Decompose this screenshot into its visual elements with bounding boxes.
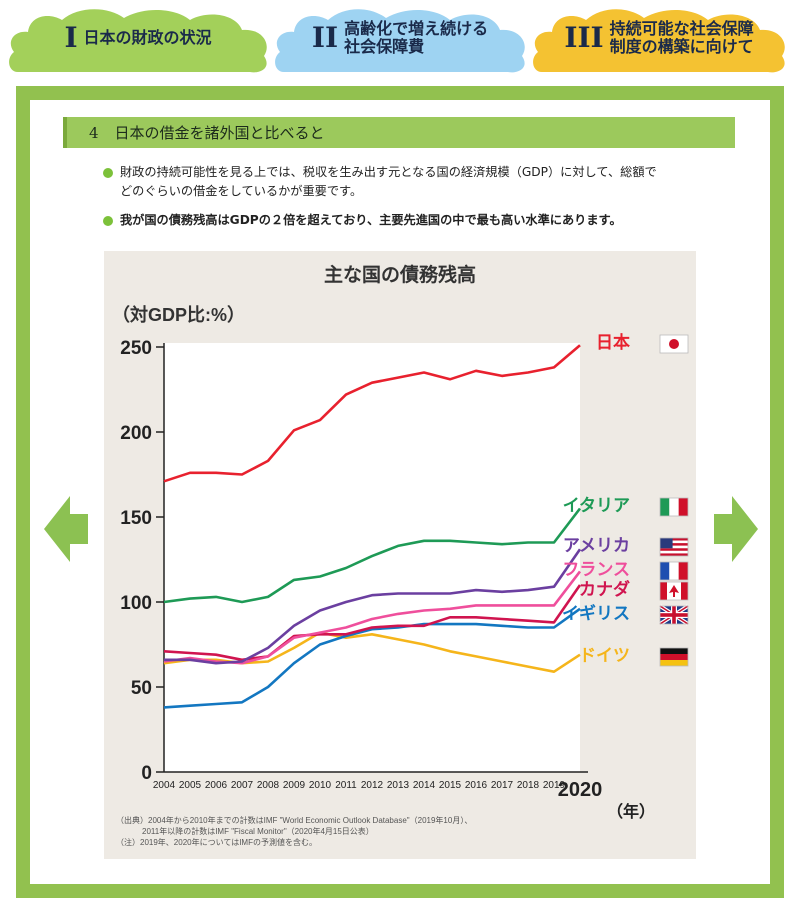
- y-tick-label: 250: [120, 338, 152, 359]
- x-tick-label: 2013: [387, 780, 410, 791]
- x-tick-label: 2007: [231, 780, 254, 791]
- bullet-dot-icon: [103, 168, 113, 178]
- bullet-text: 財政の持続可能性を見る上では、税収を生み出す元となる国の経済規模（GDP）に対し…: [120, 165, 657, 198]
- x-tick-label: 2010: [309, 780, 332, 791]
- france-flag-icon: [659, 561, 689, 581]
- x-tick-label: 2004: [153, 780, 176, 791]
- chart-source-line: 2011年以降の計数はIMF "Fiscal Monitor"（2020年4月1…: [142, 826, 374, 836]
- x-tick-label: 2006: [205, 780, 228, 791]
- chart-title: 主な国の債務残高: [324, 263, 476, 286]
- y-tick-label: 150: [120, 508, 152, 529]
- bullet-text: 我が国の債務残高はGDPの２倍を超えており、主要先進国の中で最も高い水準にありま…: [120, 213, 622, 227]
- series-line: [164, 548, 582, 665]
- series-line: [163, 607, 581, 709]
- y-tick-label: 200: [120, 423, 152, 444]
- section-number: 4: [89, 123, 99, 142]
- section-header: 4 日本の借金を諸外国と比べると: [63, 117, 735, 148]
- legend-label: フランス: [562, 560, 630, 579]
- y-tick-label: 50: [131, 678, 152, 699]
- legend-label: カナダ: [579, 579, 630, 599]
- x-tick-label: 2014: [413, 780, 436, 791]
- legend-label: ドイツ: [579, 646, 630, 665]
- next-page-button[interactable]: [712, 496, 758, 566]
- japan-flag-icon: [659, 334, 689, 354]
- y-tick-label: 0: [141, 763, 152, 784]
- x-tick-label: 2017: [491, 780, 514, 791]
- tab-cloud-shape: [533, 9, 785, 73]
- y-tick-label: 100: [120, 593, 152, 614]
- tab-sustainable-system[interactable]: III 持続可能な社会保障 制度の構築に向けて: [528, 2, 790, 74]
- series-line: [163, 507, 582, 604]
- x-tick-label: 2012: [361, 780, 384, 791]
- prev-page-button[interactable]: [44, 496, 90, 566]
- tab-cloud-shape: [275, 9, 525, 73]
- x-tick-label: 2011: [335, 780, 357, 791]
- tab-numeral: III: [564, 21, 604, 54]
- series-line: [163, 344, 581, 483]
- bullet-dot-icon: [103, 216, 113, 226]
- y-axis-label: （対GDP比:%）: [112, 304, 245, 325]
- tab-cloud-shape: [9, 9, 267, 73]
- x-tick-label: 2020: [558, 779, 603, 801]
- tab-label: 持続可能な社会保障 制度の構築に向けて: [609, 19, 754, 56]
- arrow-right-icon: [714, 496, 758, 562]
- chart-source-line: （出典）2004年から2010年までの計数はIMF "World Economi…: [116, 815, 472, 825]
- x-tick-label: 2019: [543, 780, 566, 791]
- x-tick-label: 2009: [283, 780, 306, 791]
- section-title: 日本の借金を諸外国と比べると: [114, 124, 325, 142]
- x-axis-label: （年）: [607, 802, 655, 821]
- bullet-item: 財政の持続可能性を見る上では、税収を生み出す元となる国の経済規模（GDP）に対し…: [103, 163, 657, 201]
- debt-chart: 主な国の債務残高 （対GDP比:%） 0 50 100 150 200 250 2004 20…: [104, 251, 696, 859]
- x-tick-label: 2016: [465, 780, 488, 791]
- chart-note-line: （注）2019年、2020年についてはIMFの予測値を含む。: [116, 837, 317, 847]
- legend-label: 日本: [596, 332, 630, 352]
- tab-numeral: II: [311, 21, 339, 54]
- tab-numeral: I: [64, 21, 78, 54]
- series-line: [163, 584, 582, 662]
- uk-flag-icon: [658, 604, 690, 626]
- usa-flag-icon: [659, 537, 689, 557]
- tab-label: 日本の財政の状況: [83, 28, 212, 47]
- x-tick-label: 2015: [439, 780, 462, 791]
- tab-social-security-cost[interactable]: II 高齢化で増え続ける 社会保障費: [270, 2, 530, 74]
- tab-japan-finance[interactable]: I 日本の財政の状況: [4, 2, 272, 74]
- bullet-item: 我が国の債務残高はGDPの２倍を超えており、主要先進国の中で最も高い水準にありま…: [103, 211, 622, 230]
- arrow-left-icon: [44, 496, 88, 562]
- x-tick-label: 2018: [517, 780, 540, 791]
- x-tick-label: 2008: [257, 780, 280, 791]
- x-tick-label: 2005: [179, 780, 202, 791]
- legend-label: イギリス: [562, 604, 630, 623]
- germany-flag-icon: [659, 647, 689, 667]
- tab-label: 高齢化で増え続ける 社会保障費: [344, 19, 489, 56]
- canada-flag-icon: [659, 581, 689, 601]
- legend-label: イタリア: [563, 496, 630, 515]
- legend-label: アメリカ: [563, 536, 630, 555]
- italy-flag-icon: [659, 497, 689, 517]
